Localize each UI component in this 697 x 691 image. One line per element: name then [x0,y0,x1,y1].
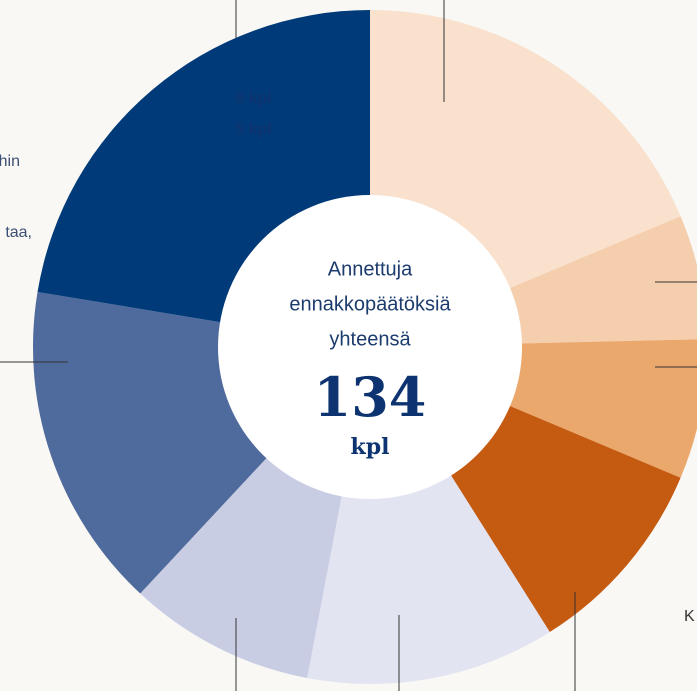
donut-segment [32,291,268,594]
donut-segment [370,10,681,289]
donut-hole [218,195,522,499]
side-text: K [684,608,695,625]
side-text: 6 kpl [236,90,272,107]
center-value: 134 [314,365,427,429]
donut-segment [508,216,697,344]
center-text: Annettuja [328,258,413,280]
donut-segment [307,473,550,684]
center-text: ennakkopäätöksiä [289,293,451,315]
side-text: hin [0,153,20,170]
donut-segment [508,339,697,478]
donut [32,10,697,684]
center-text: yhteensä [329,328,411,350]
center-unit: kpl [351,434,390,460]
donut-segment [140,456,343,679]
side-text: taa, [5,224,32,241]
donut-segment [450,405,681,633]
side-text: 5 kpl [236,121,272,138]
donut-segment [37,10,371,323]
